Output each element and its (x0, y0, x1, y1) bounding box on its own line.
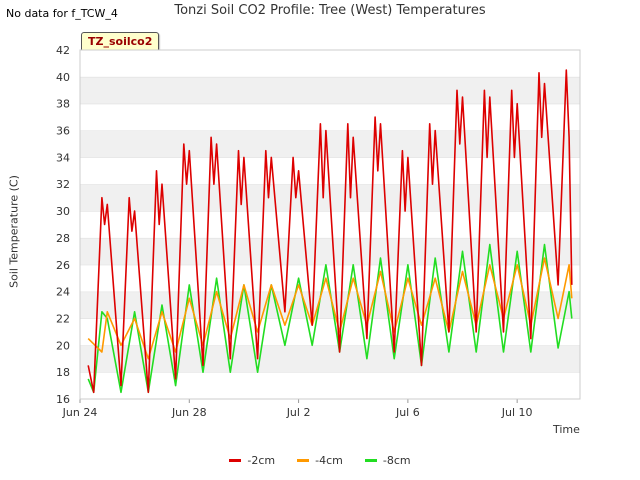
grid-band (80, 237, 580, 265)
x-tick-label: Jul 2 (286, 406, 311, 419)
series-lines (87, 69, 573, 394)
y-axis-ticks: 16 18 20 22 24 26 28 30 32 34 36 38 40 42 (56, 44, 70, 406)
x-axis-ticks: Jun 24 Jun 28 Jul 2 Jul 6 Jul 10 (62, 399, 533, 419)
y-tick-label: 20 (56, 339, 70, 352)
y-tick-label: 24 (56, 286, 70, 299)
legend-item: -4cm (297, 454, 343, 467)
y-tick-label: 34 (56, 151, 70, 164)
y-tick-label: 22 (56, 312, 70, 325)
series-line--4cm (87, 257, 573, 360)
grid-band (80, 345, 580, 373)
y-tick-label: 26 (56, 259, 70, 272)
y-tick-label: 38 (56, 98, 70, 111)
legend: -2cm -4cm -8cm (0, 454, 640, 467)
x-axis-label: Time (553, 423, 580, 436)
y-tick-label: 40 (56, 71, 70, 84)
y-tick-label: 16 (56, 393, 70, 406)
x-tick-label: Jun 24 (62, 406, 98, 419)
legend-swatch (364, 459, 377, 462)
grid-band (80, 157, 580, 185)
no-data-note: No data for f_TCW_4 (6, 7, 118, 20)
legend-label: -8cm (382, 454, 411, 467)
series-line--2cm (87, 69, 573, 394)
grid-band (80, 130, 580, 158)
grid-band (80, 76, 580, 104)
legend-label: -2cm (247, 454, 276, 467)
series-line--8cm (87, 243, 573, 394)
legend-swatch (297, 459, 310, 462)
y-tick-label: 32 (56, 178, 70, 191)
x-tick-label: Jul 6 (395, 406, 420, 419)
x-tick-label: Jun 28 (171, 406, 207, 419)
plot-frame (79, 49, 581, 400)
legend-swatch (229, 459, 242, 462)
grid-band (80, 103, 580, 131)
chart-title: Tonzi Soil CO2 Profile: Tree (West) Temp… (174, 3, 486, 18)
grid-band (80, 50, 580, 77)
grid-band (80, 372, 580, 399)
legend-item: -2cm (229, 454, 275, 467)
y-tick-label: 30 (56, 205, 70, 218)
legend-item: -8cm (364, 454, 411, 467)
legend-label: -4cm (315, 454, 343, 467)
y-tick-label: 36 (56, 125, 70, 138)
y-tick-label: 42 (56, 44, 70, 57)
dataset-tag: TZ_soilco2 (81, 32, 160, 52)
x-tick-label: Jul 10 (501, 406, 533, 419)
y-tick-label: 18 (56, 366, 70, 379)
grid-band (80, 318, 580, 346)
y-tick-label: 28 (56, 232, 70, 245)
